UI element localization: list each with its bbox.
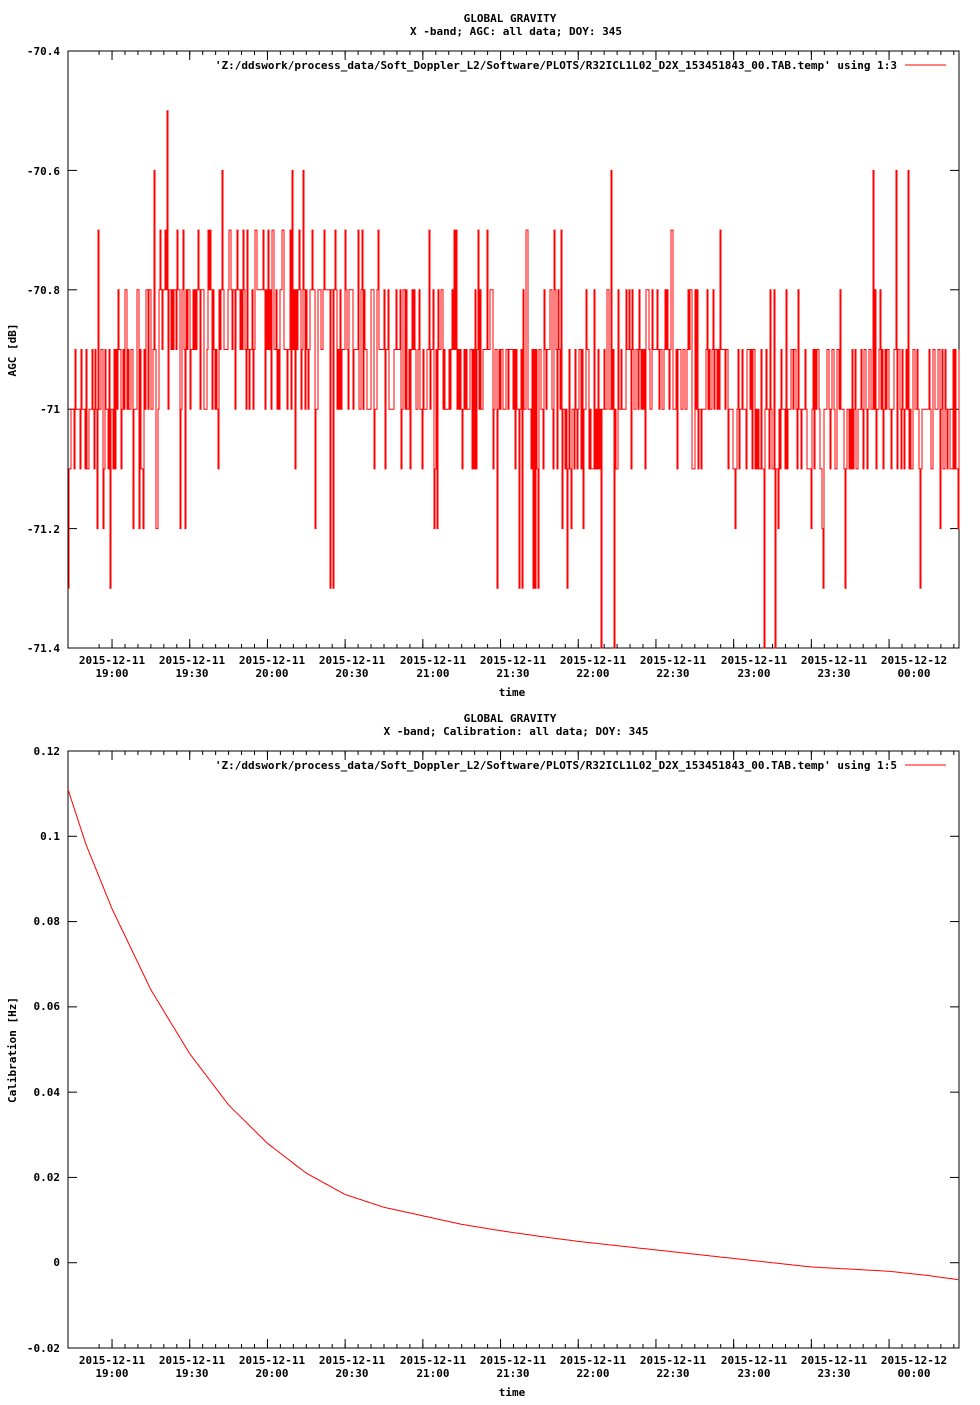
x-tick-time: 20:00 (255, 1367, 288, 1380)
chart-subtitle: X -band; Calibration: all data; DOY: 345 (384, 725, 649, 738)
legend-label: 'Z:/ddswork/process_data/Soft_Doppler_L2… (215, 59, 897, 72)
x-tick-date: 2015-12-12 (881, 654, 947, 667)
x-tick-time: 23:00 (737, 1367, 770, 1380)
x-tick-time: 19:00 (95, 1367, 128, 1380)
x-tick-date: 2015-12-11 (319, 1354, 386, 1367)
y-tick-label: -70.6 (27, 165, 60, 178)
legend: 'Z:/ddswork/process_data/Soft_Doppler_L2… (215, 59, 946, 72)
x-tick-time: 22:00 (576, 1367, 609, 1380)
x-tick-date: 2015-12-12 (881, 1354, 947, 1367)
x-tick-date: 2015-12-11 (801, 654, 868, 667)
y-tick-label: 0.06 (34, 1000, 61, 1013)
x-tick-date: 2015-12-11 (560, 1354, 627, 1367)
x-tick-date: 2015-12-11 (319, 654, 386, 667)
calibration-series-line (67, 789, 959, 1281)
y-tick-label: 0.1 (40, 830, 60, 843)
agc-chart: GLOBAL GRAVITY X -band; AGC: all data; D… (6, 12, 960, 699)
tick-marks (68, 750, 959, 1349)
y-tick-label: 0.12 (34, 745, 61, 758)
calibration-chart: GLOBAL GRAVITY X -band; Calibration: all… (6, 712, 960, 1399)
chart-title: GLOBAL GRAVITY (464, 712, 557, 725)
agc-series-line (68, 110, 960, 649)
x-tick-time: 23:00 (737, 667, 770, 680)
x-tick-date: 2015-12-11 (721, 654, 788, 667)
x-tick-time: 21:00 (416, 1367, 449, 1380)
x-tick-date: 2015-12-11 (239, 1354, 306, 1367)
y-tick-label: -71.2 (27, 523, 60, 536)
x-tick-time: 22:30 (656, 1367, 689, 1380)
legend: 'Z:/ddswork/process_data/Soft_Doppler_L2… (215, 759, 946, 772)
x-tick-date: 2015-12-11 (239, 654, 306, 667)
legend-label: 'Z:/ddswork/process_data/Soft_Doppler_L2… (215, 759, 897, 772)
x-tick-date: 2015-12-11 (159, 654, 226, 667)
x-tick-date: 2015-12-11 (721, 1354, 788, 1367)
x-axis-label: time (499, 686, 526, 699)
x-axis-label: time (499, 1386, 526, 1399)
x-tick-time: 19:30 (175, 1367, 208, 1380)
x-tick-date: 2015-12-11 (640, 1354, 707, 1367)
x-tick-date: 2015-12-11 (560, 654, 627, 667)
x-tick-time: 23:30 (817, 667, 850, 680)
series-agc (68, 110, 960, 649)
x-tick-time: 20:30 (335, 1367, 368, 1380)
x-tick-time: 20:30 (335, 667, 368, 680)
chart-subtitle: X -band; AGC: all data; DOY: 345 (410, 25, 622, 38)
chart-title: GLOBAL GRAVITY (464, 12, 557, 25)
x-tick-date: 2015-12-11 (480, 654, 547, 667)
x-tick-time: 19:30 (175, 667, 208, 680)
y-tick-label: -71.4 (27, 642, 60, 655)
series-calibration (67, 789, 959, 1281)
x-tick-time: 19:00 (95, 667, 128, 680)
x-tick-date: 2015-12-11 (79, 1354, 146, 1367)
x-tick-time: 21:00 (416, 667, 449, 680)
y-tick-label: -70.4 (27, 45, 60, 58)
x-tick-date: 2015-12-11 (79, 654, 146, 667)
x-tick-date: 2015-12-11 (159, 1354, 226, 1367)
x-tick-date: 2015-12-11 (640, 654, 707, 667)
x-tick-time: 23:30 (817, 1367, 850, 1380)
y-ticks: -70.4 -70.6 -70.8 -71 -71.2 -71.4 (27, 45, 60, 655)
y-axis-label: Calibration [Hz] (6, 997, 19, 1103)
x-ticks: 2015-12-11 19:00 2015-12-11 19:30 2015-1… (79, 654, 947, 680)
y-ticks: 0.12 0.1 0.08 0.06 0.04 0.02 0 -0.02 (27, 745, 60, 1355)
y-tick-label: -0.02 (27, 1342, 60, 1355)
y-axis-label: AGC [dB] (6, 324, 19, 377)
x-tick-date: 2015-12-11 (400, 1354, 467, 1367)
x-tick-time: 20:00 (255, 667, 288, 680)
x-tick-time: 21:30 (496, 1367, 529, 1380)
y-tick-label: 0 (53, 1256, 60, 1269)
x-tick-date: 2015-12-11 (801, 1354, 868, 1367)
y-tick-label: 0.04 (34, 1086, 61, 1099)
y-tick-label: -70.8 (27, 284, 60, 297)
x-tick-date: 2015-12-11 (400, 654, 467, 667)
x-tick-date: 2015-12-11 (480, 1354, 547, 1367)
plot-frame (67, 750, 960, 1349)
y-tick-label: 0.02 (34, 1171, 61, 1184)
y-tick-label: -71 (40, 403, 60, 416)
x-tick-time: 21:30 (496, 667, 529, 680)
x-tick-time: 00:00 (897, 1367, 930, 1380)
x-tick-time: 00:00 (897, 667, 930, 680)
y-tick-label: 0.08 (34, 915, 61, 928)
x-ticks: 2015-12-11 19:00 2015-12-11 19:30 2015-1… (79, 1354, 947, 1380)
x-tick-time: 22:00 (576, 667, 609, 680)
x-tick-time: 22:30 (656, 667, 689, 680)
